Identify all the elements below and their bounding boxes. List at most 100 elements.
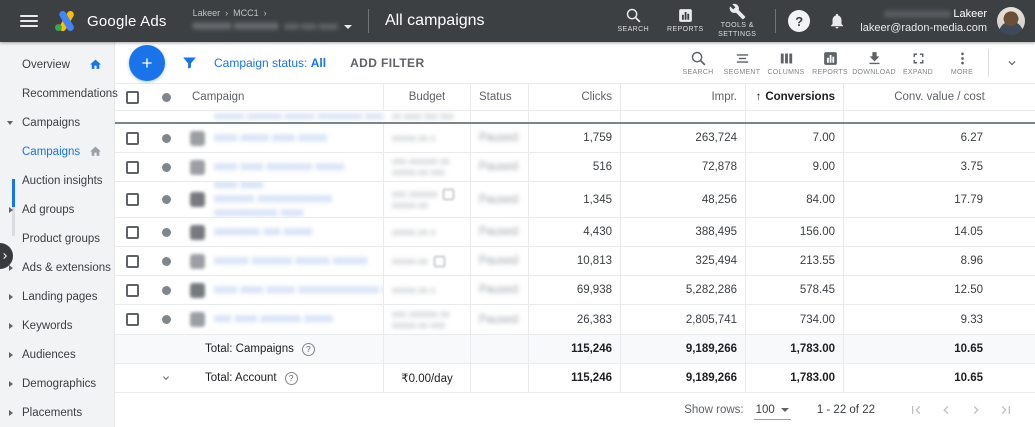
- header-clicks[interactable]: Clicks: [528, 84, 620, 110]
- chevron-down-icon: [781, 408, 789, 412]
- reports-button[interactable]: REPORTS: [808, 50, 852, 76]
- sidebar-item-ads-extensions[interactable]: Ads & extensions: [0, 253, 114, 282]
- table-search-button[interactable]: SEARCH: [676, 50, 720, 76]
- budget-value-redacted[interactable]: xxx xxxxxx: [392, 189, 437, 200]
- expand-account-chevron-icon[interactable]: [150, 364, 182, 392]
- header-budget[interactable]: Budget: [383, 84, 470, 110]
- reports-button[interactable]: REPORTS: [659, 7, 711, 35]
- sidebar-item-campaigns-group[interactable]: Campaigns: [0, 108, 114, 137]
- total-conversions-value: 1,783.00: [745, 364, 843, 392]
- sidebar-item-recommendations[interactable]: Recommendations: [0, 79, 114, 108]
- campaign-type-icon: [190, 254, 205, 269]
- filter-value: All: [311, 56, 326, 70]
- budget-value-redacted-2: xxxxx.xx xxx: [392, 320, 445, 331]
- account-info[interactable]: xxxxxxxxxxxx Lakeer lakeer@radon-media.c…: [860, 7, 987, 36]
- conv-value-cost-value: 6.27: [843, 124, 1035, 152]
- account-switcher[interactable]: xxxxxxx xxxxxxxx xxx-xxx-xxxx: [193, 20, 352, 34]
- row-checkbox[interactable]: [126, 132, 139, 145]
- sidebar-item-placements[interactable]: Placements: [0, 398, 114, 427]
- help-circle-icon[interactable]: ?: [302, 343, 315, 356]
- total-account-label: Total: Account: [205, 372, 277, 384]
- impressions-value: 325,494: [620, 247, 745, 275]
- sidebar-item-landing-pages[interactable]: Landing pages: [0, 282, 114, 311]
- search-icon: [625, 7, 642, 24]
- row-checkbox[interactable]: [126, 284, 139, 297]
- budget-value-redacted[interactable]: xxxxx.xx x: [392, 227, 435, 238]
- sidebar-item-auction-insights[interactable]: Auction insights: [0, 166, 114, 195]
- campaign-status-filter[interactable]: Campaign status: All: [214, 56, 326, 70]
- sidebar-item-audiences[interactable]: Audiences: [0, 340, 114, 369]
- avatar[interactable]: [997, 7, 1025, 35]
- sidebar-item-keywords[interactable]: Keywords: [0, 311, 114, 340]
- row-checkbox[interactable]: [126, 193, 139, 206]
- notifications-bell-icon[interactable]: [828, 12, 846, 30]
- budget-value-redacted[interactable]: xxxxx.xx x: [392, 285, 435, 296]
- campaign-name-link[interactable]: xxxx xxxx xxxxx xxxxxxxxxxxxxx xx: [214, 284, 383, 298]
- impressions-value: 72,878: [620, 153, 745, 181]
- campaigns-table: Campaign Budget Status Clicks Impr. ↑ Co…: [115, 84, 1035, 393]
- tools-settings-button[interactable]: TOOLS & SETTINGS: [711, 3, 763, 40]
- add-filter-button[interactable]: ADD FILTER: [350, 56, 424, 70]
- budget-value-redacted[interactable]: xxxxx.xx x: [392, 133, 435, 144]
- filter-icon[interactable]: [181, 54, 198, 71]
- budget-value-redacted[interactable]: xxx xxxxxx xx: [392, 156, 450, 167]
- account-prefix-redacted: xxxxxxxxxxxx: [884, 8, 950, 20]
- header-status[interactable]: Status: [470, 84, 528, 110]
- header-campaign[interactable]: Campaign: [182, 84, 383, 110]
- campaign-name-link[interactable]: xxx xxxx xxxxxxx xxxxx: [214, 313, 333, 327]
- sidebar-item-demographics[interactable]: Demographics: [0, 369, 114, 398]
- columns-button[interactable]: COLUMNS: [764, 50, 808, 76]
- reports-label: REPORTS: [667, 26, 704, 35]
- campaign-name-link[interactable]: xxxx xxxxx xxxx xxxxx: [214, 132, 327, 146]
- menu-icon[interactable]: [12, 4, 46, 38]
- row-checkbox[interactable]: [126, 255, 139, 268]
- header-conversions[interactable]: ↑ Conversions: [745, 84, 843, 110]
- google-ads-logo[interactable]: Google Ads: [54, 10, 167, 32]
- previous-page-button[interactable]: [931, 402, 961, 418]
- campaign-name-link[interactable]: xxxxxxxx xxx xxxxx: [214, 226, 312, 240]
- table-row: xxx xxxx xxxxxxx xxxxx xxx xxxxxx xx xxx…: [115, 305, 1035, 335]
- breadcrumb-level-1[interactable]: Lakeer: [193, 8, 221, 19]
- chevron-down-icon: [7, 121, 13, 125]
- budget-edit-icon[interactable]: [434, 256, 445, 267]
- header-conv-value-cost[interactable]: Conv. value / cost: [843, 84, 1035, 110]
- select-all-checkbox[interactable]: [126, 91, 139, 104]
- tool-label: SEGMENT: [724, 69, 761, 76]
- total-clicks-value: 115,246: [528, 364, 620, 392]
- clicks-value: 1,345: [528, 182, 620, 217]
- help-circle-icon[interactable]: ?: [285, 372, 298, 385]
- expand-button[interactable]: EXPAND: [896, 50, 940, 76]
- campaign-name-link[interactable]: xxxx xxxx xxxxxxxx xxxxx: [214, 161, 344, 175]
- campaign-name-link[interactable]: xxxx xxxx: [214, 182, 263, 191]
- sidebar-item-campaigns[interactable]: Campaigns: [0, 137, 114, 166]
- row-checkbox[interactable]: [126, 313, 139, 326]
- header-impr[interactable]: Impr.: [620, 84, 745, 110]
- budget-value-redacted[interactable]: xxxxx.xx: [392, 256, 428, 267]
- first-page-button[interactable]: [901, 402, 931, 418]
- top-app-bar: Google Ads Lakeer › MCC1 › xxxxxxx xxxxx…: [0, 0, 1035, 42]
- more-button[interactable]: MORE: [940, 50, 984, 76]
- help-icon[interactable]: ?: [788, 10, 810, 32]
- sidebar-item-label: Campaigns: [22, 146, 80, 158]
- campaign-name-link-2[interactable]: xxxxxxx xxxxxxxxxxxxx xxxxxxxxxxx xxxx: [214, 193, 332, 217]
- budget-edit-icon[interactable]: [443, 189, 454, 200]
- budget-value-redacted[interactable]: xxx xxxxxx xx: [392, 309, 450, 320]
- download-button[interactable]: DOWNLOAD: [852, 50, 896, 76]
- sidebar-item-overview[interactable]: Overview: [0, 50, 114, 79]
- chevron-right-icon: [9, 381, 13, 387]
- row-checkbox[interactable]: [126, 161, 139, 174]
- show-rows-select[interactable]: 100: [754, 401, 791, 420]
- collapse-panel-chevron-icon[interactable]: [997, 56, 1027, 70]
- last-page-button[interactable]: [991, 402, 1021, 418]
- breadcrumb-level-2[interactable]: MCC1: [233, 8, 259, 19]
- row-checkbox[interactable]: [126, 226, 139, 239]
- breadcrumb-separator: ›: [225, 8, 228, 19]
- search-button[interactable]: SEARCH: [607, 7, 659, 35]
- segment-button[interactable]: SEGMENT: [720, 50, 764, 76]
- sidebar-item-ad-groups[interactable]: Ad groups: [0, 195, 114, 224]
- sidebar-item-product-groups[interactable]: Product groups: [0, 224, 114, 253]
- new-campaign-button[interactable]: [129, 45, 165, 81]
- chevron-right-icon: [9, 352, 13, 358]
- next-page-button[interactable]: [961, 402, 991, 418]
- campaign-name-link[interactable]: xxxxxx xxxxxxx xxxxxx xxxxxx: [214, 255, 367, 269]
